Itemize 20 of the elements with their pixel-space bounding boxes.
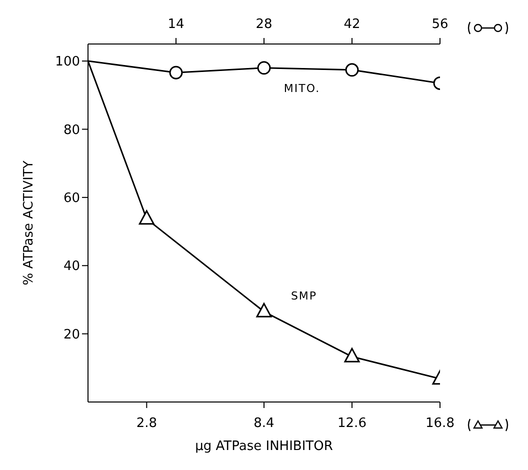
- series-label: MITO.: [284, 82, 320, 95]
- x-axis-title: µg ATPase INHIBITOR: [195, 439, 333, 454]
- x2-tick-label: 28: [256, 17, 272, 32]
- point: [344, 348, 360, 362]
- point: [138, 210, 154, 225]
- y-tick-label: 20: [63, 327, 80, 342]
- x-tick-label: 2.8: [136, 416, 158, 432]
- y-tick-label: 80: [63, 122, 80, 138]
- y-axis-title: % ATPase ACTIVITY: [22, 160, 37, 286]
- x2-tick-label: 56: [432, 17, 448, 32]
- x-tick-label: 8.4: [254, 416, 274, 432]
- x2-tick-label: 14: [168, 17, 184, 32]
- x-tick-label: 16.8: [426, 416, 454, 432]
- y-tick-label: 100: [55, 54, 80, 70]
- x2-tick-label: 42: [344, 17, 360, 32]
- x-tick-label: 12.6: [338, 416, 366, 432]
- point: [256, 302, 272, 318]
- y-tick-label: 60: [63, 191, 80, 206]
- series-label: SMP: [290, 290, 318, 303]
- y-tick-label: 40: [63, 259, 80, 274]
